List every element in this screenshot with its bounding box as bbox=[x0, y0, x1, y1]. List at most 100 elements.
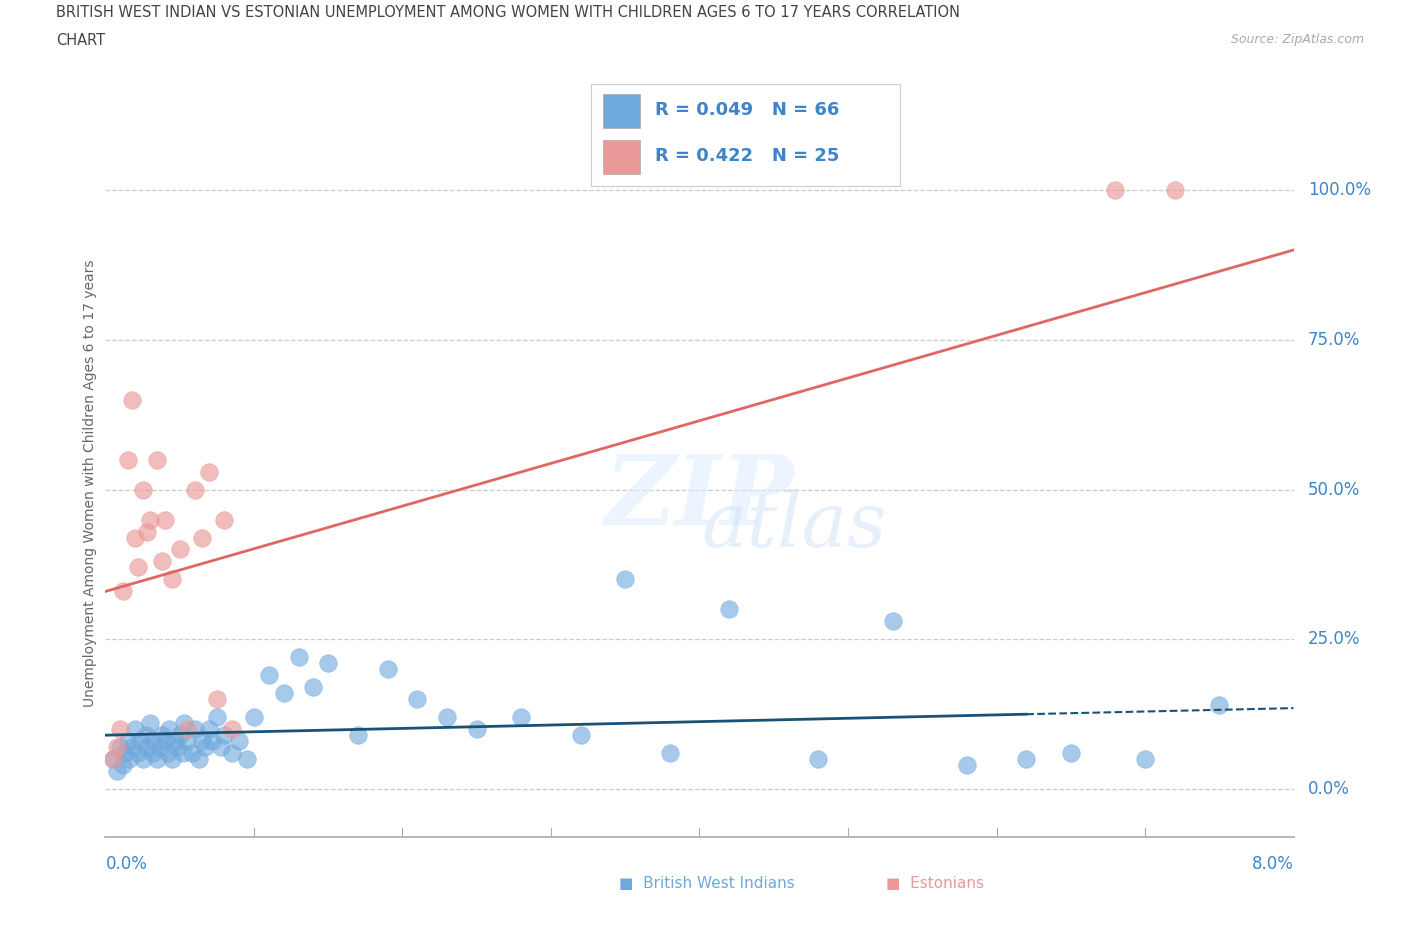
Point bbox=[1133, 751, 1156, 766]
Point bbox=[136, 739, 159, 754]
Point bbox=[146, 452, 169, 467]
Text: R = 0.422   N = 25: R = 0.422 N = 25 bbox=[655, 147, 839, 166]
Point bbox=[243, 710, 266, 724]
Point bbox=[143, 734, 166, 749]
Y-axis label: Unemployment Among Women with Children Ages 6 to 17 years: Unemployment Among Women with Children A… bbox=[83, 259, 97, 708]
Point bbox=[188, 751, 211, 766]
Point bbox=[139, 512, 162, 527]
Point bbox=[131, 751, 153, 766]
Point bbox=[228, 734, 250, 749]
Point bbox=[153, 734, 176, 749]
Point bbox=[658, 746, 681, 761]
Text: 50.0%: 50.0% bbox=[1308, 481, 1360, 498]
Point bbox=[127, 746, 149, 761]
Point bbox=[347, 728, 370, 743]
Point bbox=[169, 542, 191, 557]
Point bbox=[112, 758, 135, 773]
Point bbox=[221, 722, 243, 737]
Point bbox=[221, 746, 243, 761]
Point bbox=[156, 746, 179, 761]
Point bbox=[176, 734, 198, 749]
Point bbox=[121, 392, 143, 407]
Point bbox=[214, 512, 236, 527]
Point bbox=[257, 668, 280, 683]
Point bbox=[377, 662, 399, 677]
Point bbox=[191, 530, 214, 545]
Text: CHART: CHART bbox=[56, 33, 105, 47]
Point bbox=[406, 692, 429, 707]
Point bbox=[169, 728, 191, 743]
Point bbox=[162, 751, 184, 766]
Point bbox=[101, 751, 124, 766]
Point bbox=[183, 722, 205, 737]
Point bbox=[614, 572, 637, 587]
Point bbox=[569, 728, 592, 743]
Point bbox=[882, 614, 904, 629]
Point bbox=[205, 692, 228, 707]
Point bbox=[176, 722, 198, 737]
Point bbox=[302, 680, 325, 695]
Point bbox=[118, 751, 141, 766]
Text: atlas: atlas bbox=[702, 489, 887, 563]
Point bbox=[205, 710, 228, 724]
Point bbox=[150, 554, 173, 569]
Text: R = 0.049   N = 66: R = 0.049 N = 66 bbox=[655, 101, 839, 119]
Point bbox=[1208, 698, 1230, 712]
Point bbox=[124, 530, 146, 545]
Text: 0.0%: 0.0% bbox=[105, 855, 148, 873]
Point bbox=[114, 746, 136, 761]
Point bbox=[162, 572, 184, 587]
Point bbox=[198, 722, 221, 737]
Text: 100.0%: 100.0% bbox=[1308, 181, 1371, 199]
Point bbox=[131, 482, 153, 497]
Point bbox=[1104, 182, 1126, 197]
Point bbox=[149, 739, 172, 754]
Point bbox=[956, 758, 979, 773]
Point bbox=[110, 722, 132, 737]
Point bbox=[128, 734, 150, 749]
Point bbox=[1015, 751, 1038, 766]
Bar bbox=[603, 94, 640, 127]
Point bbox=[117, 452, 139, 467]
Point bbox=[112, 584, 135, 599]
Point bbox=[105, 739, 128, 754]
Text: 25.0%: 25.0% bbox=[1308, 631, 1360, 648]
Point bbox=[124, 722, 146, 737]
Point bbox=[146, 751, 169, 766]
Point bbox=[214, 728, 236, 743]
Point bbox=[194, 739, 217, 754]
Text: ZIP: ZIP bbox=[605, 451, 794, 545]
Point bbox=[142, 746, 165, 761]
Text: ■  Estonians: ■ Estonians bbox=[886, 876, 984, 891]
Point bbox=[191, 734, 214, 749]
Point bbox=[101, 751, 124, 766]
Point bbox=[201, 734, 224, 749]
Point bbox=[1060, 746, 1083, 761]
Text: 75.0%: 75.0% bbox=[1308, 331, 1360, 349]
Point bbox=[105, 764, 128, 778]
Bar bbox=[603, 140, 640, 174]
Point bbox=[150, 728, 173, 743]
Point bbox=[198, 464, 221, 479]
Point bbox=[273, 685, 295, 700]
Text: 0.0%: 0.0% bbox=[1308, 780, 1350, 798]
Point bbox=[235, 751, 257, 766]
Point bbox=[139, 716, 162, 731]
Point bbox=[110, 739, 132, 754]
Point bbox=[807, 751, 830, 766]
Point bbox=[165, 734, 187, 749]
Point bbox=[166, 739, 188, 754]
Point bbox=[127, 560, 149, 575]
Point bbox=[1164, 182, 1187, 197]
Point bbox=[117, 734, 139, 749]
Text: BRITISH WEST INDIAN VS ESTONIAN UNEMPLOYMENT AMONG WOMEN WITH CHILDREN AGES 6 TO: BRITISH WEST INDIAN VS ESTONIAN UNEMPLOY… bbox=[56, 5, 960, 20]
Point bbox=[718, 602, 741, 617]
Text: 8.0%: 8.0% bbox=[1251, 855, 1294, 873]
Point bbox=[172, 746, 194, 761]
Text: ■  British West Indians: ■ British West Indians bbox=[619, 876, 794, 891]
Point bbox=[173, 716, 195, 731]
Point bbox=[510, 710, 533, 724]
Text: Source: ZipAtlas.com: Source: ZipAtlas.com bbox=[1230, 33, 1364, 46]
Point bbox=[136, 525, 159, 539]
Point bbox=[209, 739, 232, 754]
